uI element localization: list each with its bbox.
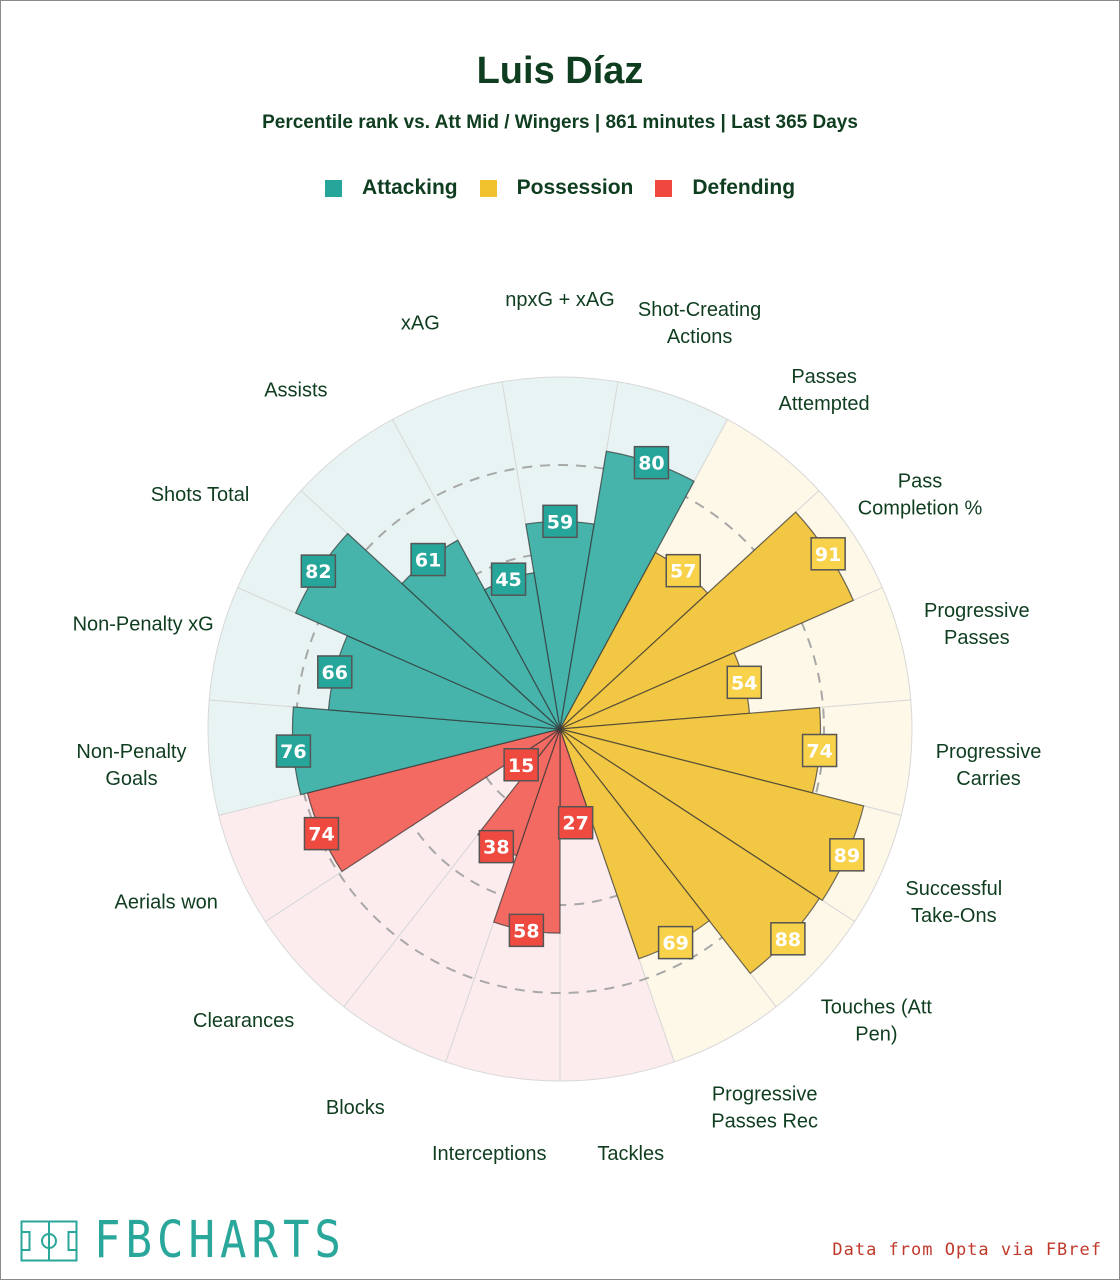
value-label-xag: 45 <box>490 562 527 596</box>
value-label-shots-total: 82 <box>300 554 337 588</box>
svg-text:27: 27 <box>562 813 588 835</box>
value-label-passes-attempted: 57 <box>665 553 701 588</box>
chart-subtitle: Percentile rank vs. Att Mid / Wingers | … <box>262 112 858 133</box>
svg-text:91: 91 <box>815 544 841 566</box>
fbcharts-logo: FBCHARTS <box>20 1211 346 1270</box>
value-label-clearances: 15 <box>503 748 539 782</box>
svg-text:66: 66 <box>322 662 348 684</box>
category-label-pass-completion: Pass Completion % <box>858 470 983 519</box>
svg-text:57: 57 <box>670 561 696 583</box>
value-label-npxg-xag: 59 <box>542 504 578 539</box>
category-label-progressive-passes: Progressive Passes <box>924 600 1030 649</box>
legend: Attacking Possession Defending <box>0 176 1120 200</box>
category-label-npxg-xag: npxG + xAG <box>505 289 615 311</box>
value-label-assists: 61 <box>410 542 446 577</box>
svg-text:58: 58 <box>513 920 539 942</box>
svg-text:74: 74 <box>806 741 832 763</box>
svg-text:88: 88 <box>775 929 801 951</box>
svg-text:89: 89 <box>834 845 860 867</box>
category-label-blocks: Blocks <box>326 1097 385 1119</box>
category-label-clearances: Clearances <box>193 1010 294 1032</box>
pitch-icon <box>20 1220 78 1261</box>
category-label-shots-total: Shots Total <box>151 484 250 506</box>
category-label-shot-creating-actions: Shot-Creating Actions <box>638 299 761 348</box>
category-label-aerials-won: Aerials won <box>115 892 218 914</box>
value-label-blocks: 38 <box>478 829 515 864</box>
value-label-touches-att-pen: 88 <box>770 922 806 956</box>
legend-swatch-possession <box>479 179 497 197</box>
svg-text:45: 45 <box>495 569 521 591</box>
value-label-progressive-passes: 54 <box>726 665 763 700</box>
legend-item-defending: Defending <box>655 176 795 200</box>
value-label-tackles: 27 <box>557 805 594 840</box>
svg-text:61: 61 <box>415 550 441 572</box>
value-label-pass-completion: 91 <box>810 537 846 571</box>
value-label-shot-creating-actions: 80 <box>633 445 670 480</box>
legend-swatch-defending <box>655 179 673 197</box>
legend-label-attacking: Attacking <box>361 176 458 199</box>
svg-text:80: 80 <box>638 453 664 475</box>
category-label-non-penalty-goals: Non-Penalty Goals <box>76 741 186 790</box>
svg-text:15: 15 <box>508 755 534 777</box>
category-label-progressive-passes-rec: Progressive Passes Rec <box>711 1084 818 1133</box>
category-label-successful-take-ons: Successful Take-Ons <box>905 878 1002 927</box>
legend-swatch-attacking <box>324 179 342 197</box>
category-label-non-penalty-xg: Non-Penalty xG <box>73 613 214 635</box>
svg-text:38: 38 <box>483 837 509 859</box>
legend-label-defending: Defending <box>692 176 796 199</box>
category-label-progressive-carries: Progressive Carries <box>936 741 1042 790</box>
value-label-progressive-passes-rec: 69 <box>657 925 694 960</box>
svg-text:76: 76 <box>280 741 306 763</box>
svg-text:74: 74 <box>308 824 334 846</box>
chart-title: Luis Díaz <box>476 50 644 92</box>
category-label-passes-attempted: Passes Attempted <box>779 366 870 415</box>
value-label-aerials-won: 74 <box>303 816 340 851</box>
value-label-interceptions: 58 <box>508 913 545 948</box>
svg-text:69: 69 <box>662 933 688 955</box>
svg-text:54: 54 <box>731 672 757 694</box>
value-label-progressive-carries: 74 <box>801 733 838 768</box>
value-label-non-penalty-xg: 66 <box>317 655 353 689</box>
value-label-non-penalty-goals: 76 <box>275 734 312 768</box>
value-label-successful-take-ons: 89 <box>829 838 865 872</box>
logo-text: FBCHARTS <box>94 1211 346 1270</box>
data-source-credit: Data from Opta via FBref <box>832 1240 1102 1260</box>
legend-item-possession: Possession <box>479 176 634 200</box>
legend-item-attacking: Attacking <box>324 176 458 200</box>
category-label-assists: Assists <box>264 380 327 402</box>
category-label-tackles: Tackles <box>597 1143 664 1165</box>
svg-text:59: 59 <box>547 511 573 533</box>
category-label-xag: xAG <box>401 312 440 334</box>
category-label-touches-att-pen: Touches (Att Pen) <box>821 997 933 1046</box>
svg-text:82: 82 <box>305 561 331 583</box>
category-label-interceptions: Interceptions <box>432 1143 547 1165</box>
legend-label-possession: Possession <box>516 176 634 199</box>
